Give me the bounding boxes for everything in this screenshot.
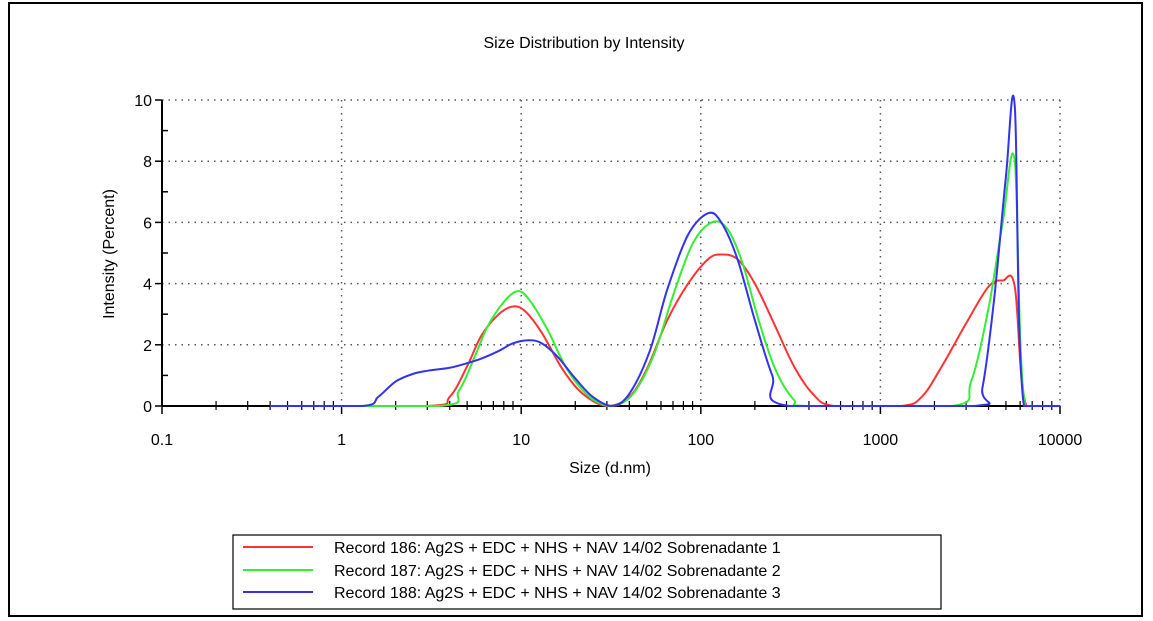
chart-title: Size Distribution by Intensity: [484, 35, 685, 52]
y-tick-label: 10: [134, 93, 152, 110]
y-tick-label: 6: [143, 215, 152, 232]
axes: 0 2 4 6 8 10 0.1 1 10 100 1000 10000: [134, 93, 1082, 449]
y-tick-label: 4: [143, 277, 152, 294]
legend-label-2: Record 187: Ag2S + EDC + NHS + NAV 14/02…: [334, 563, 781, 580]
y-tick-label: 8: [143, 154, 152, 171]
y-axis-label: Intensity (Percent): [101, 189, 118, 319]
x-tick-label: 1: [337, 432, 346, 449]
x-axis-label: Size (d.nm): [569, 460, 651, 477]
series-line-3: [270, 95, 1060, 408]
y-tick-label: 0: [143, 399, 152, 416]
y-tick-label: 2: [143, 338, 152, 355]
x-tick-label: 1000: [863, 432, 899, 449]
grid: [162, 99, 1061, 406]
x-tick-label: 100: [687, 432, 714, 449]
size-distribution-chart: Size Distribution by Intensity 0 2 4 6 8 10 0.…: [101, 35, 1082, 610]
x-tick-label: 10000: [1038, 432, 1083, 449]
legend-item-1: Record 186: Ag2S + EDC + NHS + NAV 14/02…: [243, 540, 781, 557]
series-lines: [270, 95, 1060, 408]
series-line-1: [270, 253, 1060, 408]
legend-label-1: Record 186: Ag2S + EDC + NHS + NAV 14/02…: [334, 540, 781, 557]
legend-label-3: Record 188: Ag2S + EDC + NHS + NAV 14/02…: [334, 585, 781, 602]
x-tick-label: 0.1: [151, 432, 173, 449]
x-tick-label: 10: [512, 432, 530, 449]
legend-item-3: Record 188: Ag2S + EDC + NHS + NAV 14/02…: [243, 585, 781, 602]
legend: Record 186: Ag2S + EDC + NHS + NAV 14/02…: [232, 534, 942, 610]
legend-box: [232, 534, 942, 610]
series-line-2: [270, 152, 1060, 408]
chart-frame: Size Distribution by Intensity 0 2 4 6 8 10 0.…: [8, 2, 1143, 617]
legend-item-2: Record 187: Ag2S + EDC + NHS + NAV 14/02…: [243, 563, 781, 580]
